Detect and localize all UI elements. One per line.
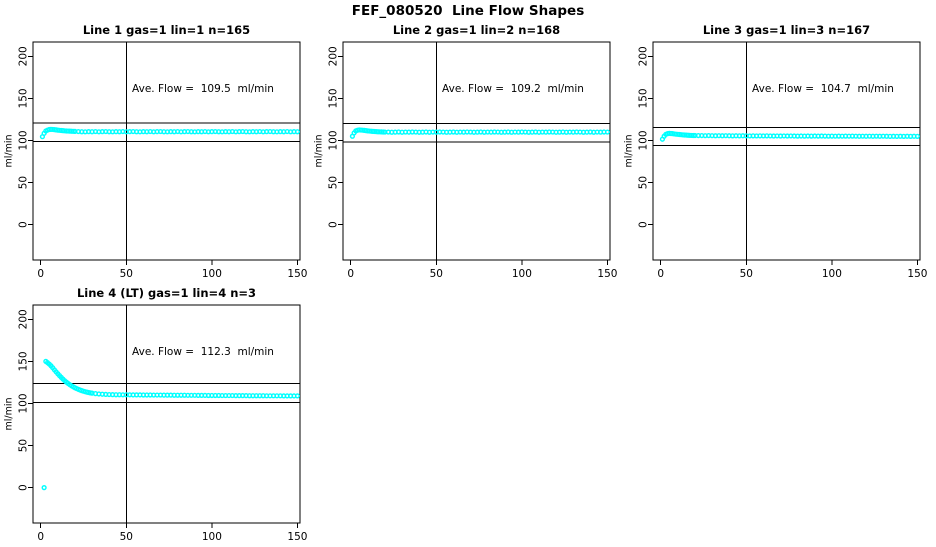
data-points [349,127,611,139]
chart-panel-2: 0 50 100 150 0 50 100 150 200 ml/min Line 2 gas=1 … [310,20,620,282]
x-tick-label: 150 [287,268,307,280]
x-tick-label: 100 [822,268,842,280]
panel-title: Line 1 gas=1 lin=1 n=165 [83,23,250,37]
plot-box [342,41,611,261]
ave-flow-annotation: Ave. Flow = 104.7 ml/min [752,83,894,95]
y-tick-label: 0 [18,221,30,228]
data-points [41,358,301,491]
y-axis-label: ml/min [313,134,324,167]
figure-title: FEF_080520 Line Flow Shapes [351,3,585,19]
plot-box [32,41,301,261]
panel-canvas: 0 50 100 150 0 50 100 150 200 ml/min Line 2 gas=1 … [313,23,617,280]
chart-panel-4: 0 50 100 150 0 50 100 150 200 ml/min Line 4 (LT) g… [0,283,310,545]
x-tick-label: 50 [740,268,753,280]
y-tick-label: 200 [18,309,30,329]
ave-flow-annotation: Ave. Flow = 112.3 ml/min [132,346,274,358]
x-tick-label: 150 [287,531,307,543]
chart-panel-1: 0 50 100 150 0 50 100 150 200 ml/min Line 1 gas=1 … [0,20,310,282]
y-tick-label: 50 [18,439,30,452]
data-points [659,130,921,142]
x-tick-label: 100 [202,268,222,280]
y-tick-label: 100 [18,130,30,150]
plot-box [32,304,301,524]
y-tick-label: 150 [328,88,340,108]
y-tick-label: 100 [638,130,650,150]
x-tick-label: 0 [657,268,664,280]
ave-flow-annotation: Ave. Flow = 109.2 ml/min [442,83,584,95]
x-tick-label: 100 [202,531,222,543]
x-tick-label: 150 [907,268,927,280]
panel-canvas: 0 50 100 150 0 50 100 150 200 ml/min Line 1 gas=1 … [3,23,307,280]
x-tick-label: 50 [120,268,133,280]
ave-flow-annotation: Ave. Flow = 109.5 ml/min [132,83,274,95]
y-tick-label: 200 [638,46,650,66]
x-tick-label: 0 [37,268,44,280]
x-tick-label: 50 [430,268,443,280]
x-tick-label: 0 [347,268,354,280]
plot-box [652,41,921,261]
panel-canvas: 0 50 100 150 0 50 100 150 200 ml/min Line 4 (LT) g… [3,286,307,543]
y-axis-label: ml/min [3,397,14,430]
y-tick-label: 50 [638,176,650,189]
y-tick-label: 50 [328,176,340,189]
y-tick-label: 150 [18,88,30,108]
y-tick-label: 200 [328,46,340,66]
y-tick-label: 0 [18,484,30,491]
y-tick-label: 200 [18,46,30,66]
x-tick-label: 50 [120,531,133,543]
x-tick-label: 150 [597,268,617,280]
y-axis-label: ml/min [623,134,634,167]
y-tick-label: 150 [638,88,650,108]
chart-panel-3: 0 50 100 150 0 50 100 150 200 ml/min Line 3 gas=1 … [620,20,930,282]
panel-title: Line 4 (LT) gas=1 lin=4 n=3 [77,286,256,300]
x-tick-label: 0 [37,531,44,543]
y-axis-label: ml/min [3,134,14,167]
y-tick-label: 100 [18,393,30,413]
y-tick-label: 150 [18,351,30,371]
panel-title: Line 3 gas=1 lin=3 n=167 [703,23,870,37]
panel-canvas: 0 50 100 150 0 50 100 150 200 ml/min Line 3 gas=1 … [623,23,927,280]
panel-title: Line 2 gas=1 lin=2 n=168 [393,23,560,37]
x-tick-label: 100 [512,268,532,280]
data-points [39,126,301,140]
y-tick-label: 0 [638,221,650,228]
y-tick-label: 50 [18,176,30,189]
y-tick-label: 0 [328,221,340,228]
y-tick-label: 100 [328,130,340,150]
